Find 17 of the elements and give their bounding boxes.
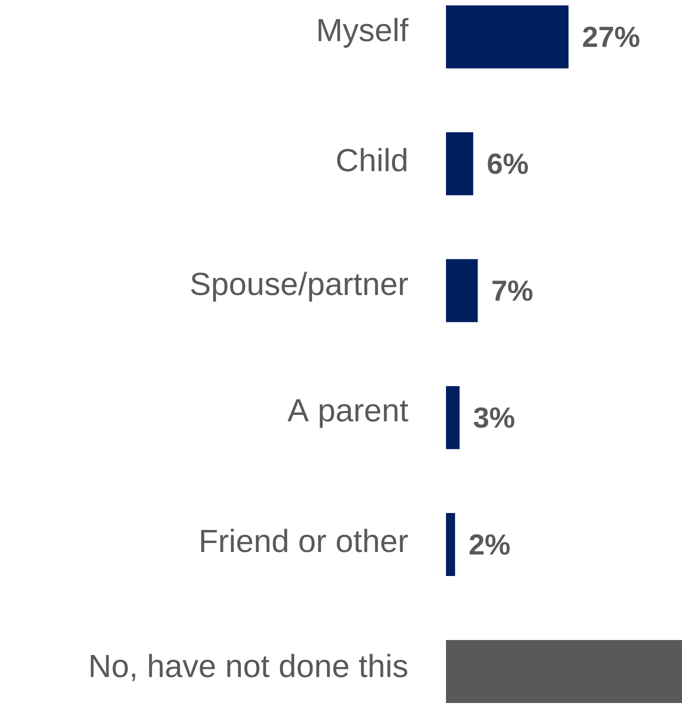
data-label: 2% (470, 534, 510, 555)
data-label: 7% (492, 280, 532, 301)
bar (446, 5, 569, 68)
y-tick-label: A parent (288, 399, 408, 428)
y-tick-label: Friend or other (201, 528, 408, 552)
y-tick-label: No, have not done this (90, 654, 408, 682)
bar (446, 132, 474, 196)
bar (446, 259, 478, 322)
data-label: 3% (474, 407, 514, 428)
y-tick-label: Myself (318, 18, 408, 48)
bar (446, 513, 456, 576)
data-label: 6% (488, 153, 528, 174)
data-label: 27% (583, 26, 640, 48)
y-tick-label: Child (337, 148, 406, 172)
bar (446, 640, 682, 703)
bar (446, 386, 460, 450)
y-tick-label: Spouse/partner (191, 272, 408, 302)
